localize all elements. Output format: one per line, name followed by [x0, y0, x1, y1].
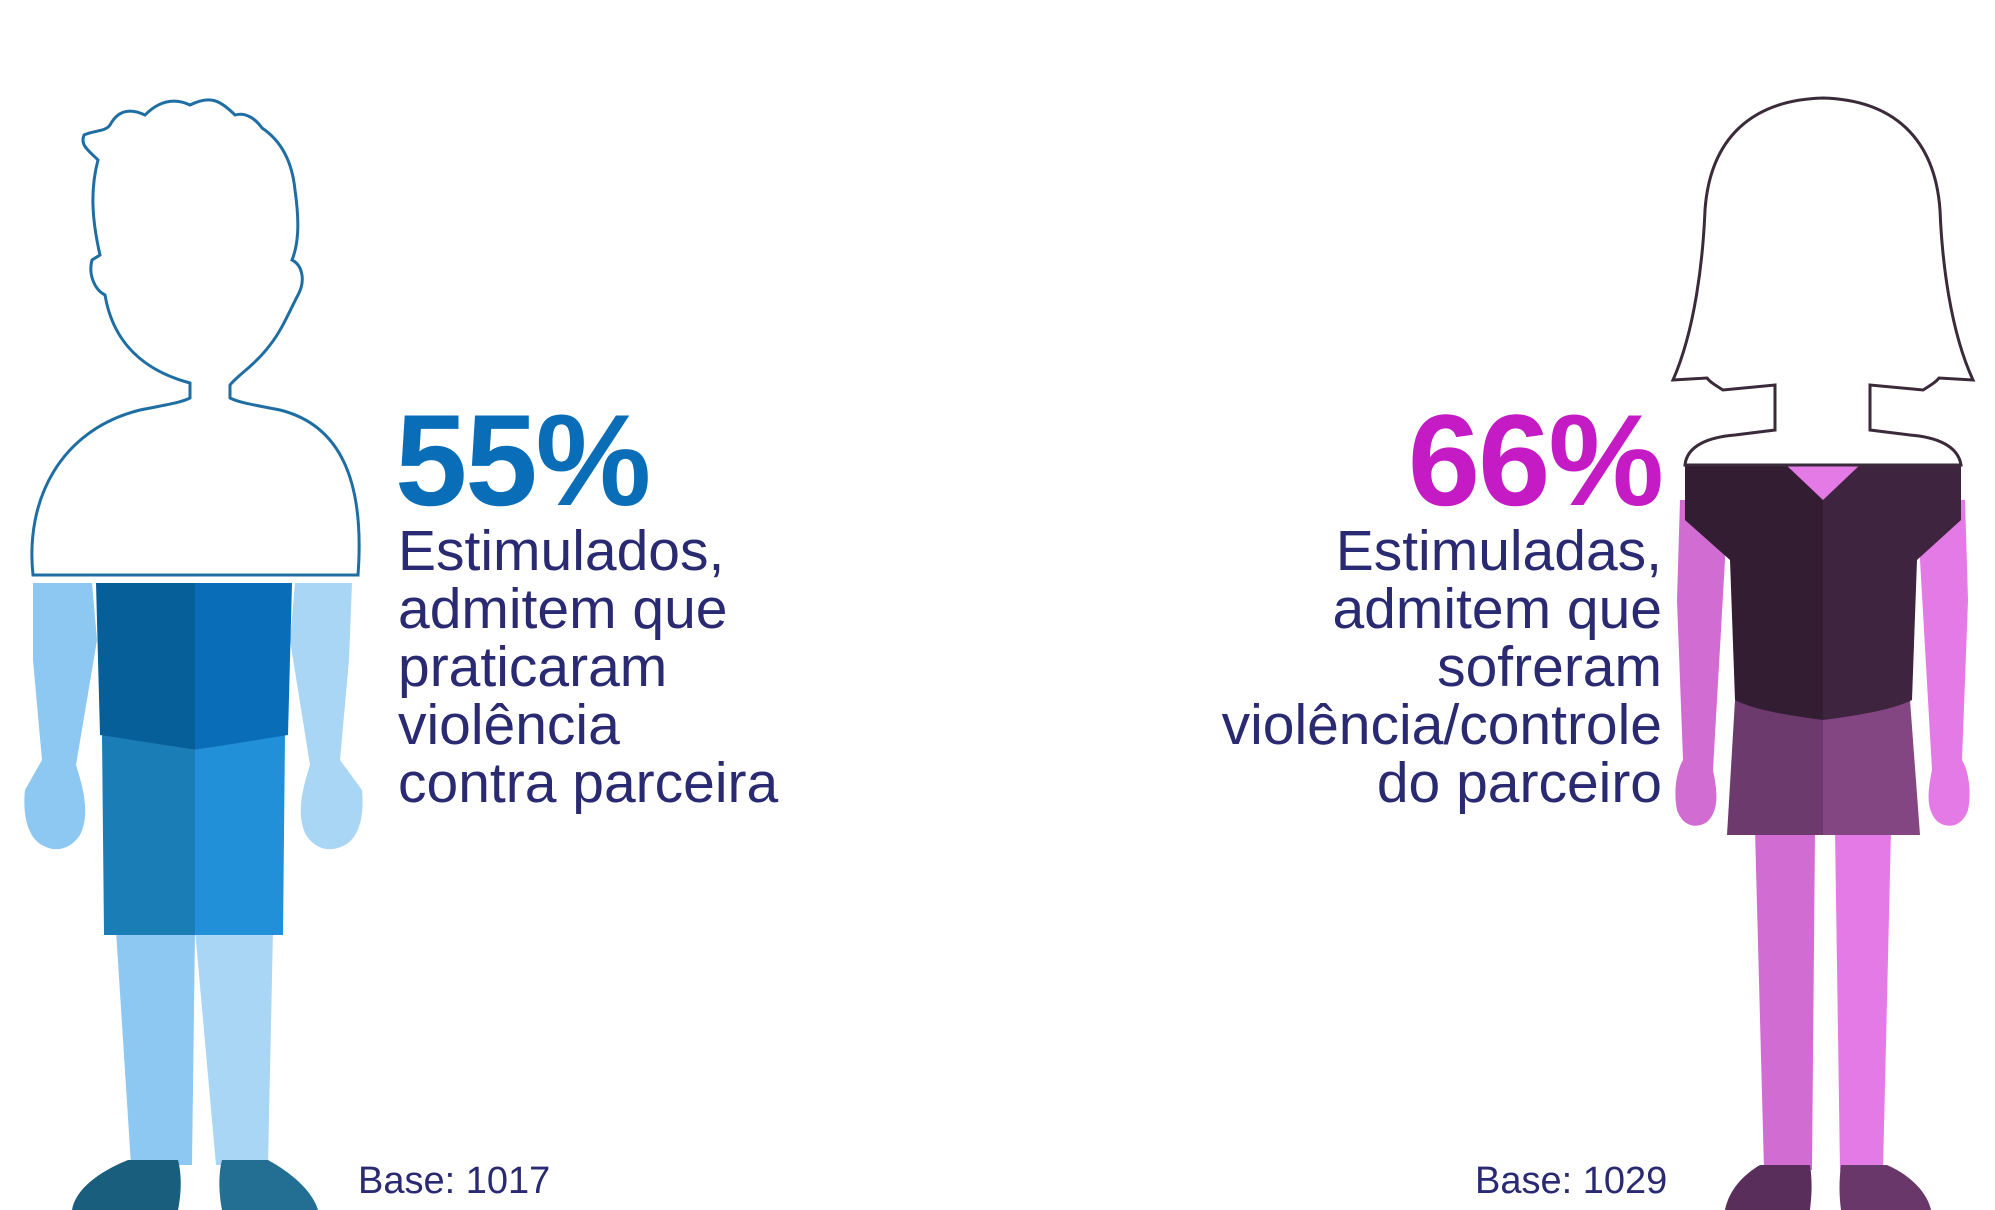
- female-right-leg: [1835, 830, 1891, 1170]
- female-top-left: [1685, 462, 1823, 720]
- female-figure-icon: [1670, 96, 1976, 1210]
- male-shorts-right: [195, 735, 285, 935]
- male-left-leg: [116, 930, 195, 1165]
- female-caption-line: Estimuladas,: [1335, 519, 1662, 583]
- male-right-leg: [195, 930, 273, 1165]
- male-shirt-left: [96, 583, 195, 750]
- male-figure-icon: [24, 98, 363, 1210]
- female-left-leg: [1755, 830, 1815, 1170]
- male-caption: Estimulados, admitem que praticaram viol…: [398, 522, 778, 812]
- female-caption-line: violência/controle: [1221, 693, 1662, 757]
- male-right-arm: [290, 583, 363, 850]
- female-caption-line: do parceiro: [1376, 751, 1662, 815]
- female-right-arm: [1920, 500, 1970, 826]
- male-right-shoe: [219, 1160, 318, 1210]
- female-right-shoe: [1839, 1165, 1931, 1210]
- male-shorts-left: [102, 735, 195, 935]
- female-caption: Estimuladas, admitem que sofreram violên…: [1222, 522, 1662, 812]
- male-left-arm: [24, 583, 98, 850]
- female-base: Base: 1029: [1475, 1160, 1668, 1202]
- male-left-shoe: [72, 1160, 181, 1210]
- male-shirt-right: [195, 583, 292, 750]
- male-head-outline: [30, 98, 361, 577]
- male-base: Base: 1017: [358, 1160, 551, 1202]
- male-percent: 55%: [395, 387, 651, 533]
- male-caption-line: praticaram: [398, 635, 668, 699]
- male-caption-line: Estimulados,: [398, 519, 725, 583]
- male-caption-line: contra parceira: [398, 751, 779, 815]
- female-skirt-right: [1823, 700, 1920, 835]
- male-caption-line: violência: [398, 693, 620, 757]
- female-caption-line: admitem que: [1332, 577, 1662, 641]
- male-caption-line: admitem que: [398, 577, 728, 641]
- female-caption-line: sofreram: [1437, 635, 1662, 699]
- female-skirt-left: [1727, 700, 1823, 835]
- female-neckline: [1783, 462, 1863, 500]
- female-left-shoe: [1725, 1165, 1812, 1210]
- female-left-arm: [1675, 500, 1725, 826]
- female-head-outline: [1670, 96, 1976, 467]
- female-percent: 66%: [1407, 387, 1664, 533]
- female-top-right: [1823, 462, 1961, 720]
